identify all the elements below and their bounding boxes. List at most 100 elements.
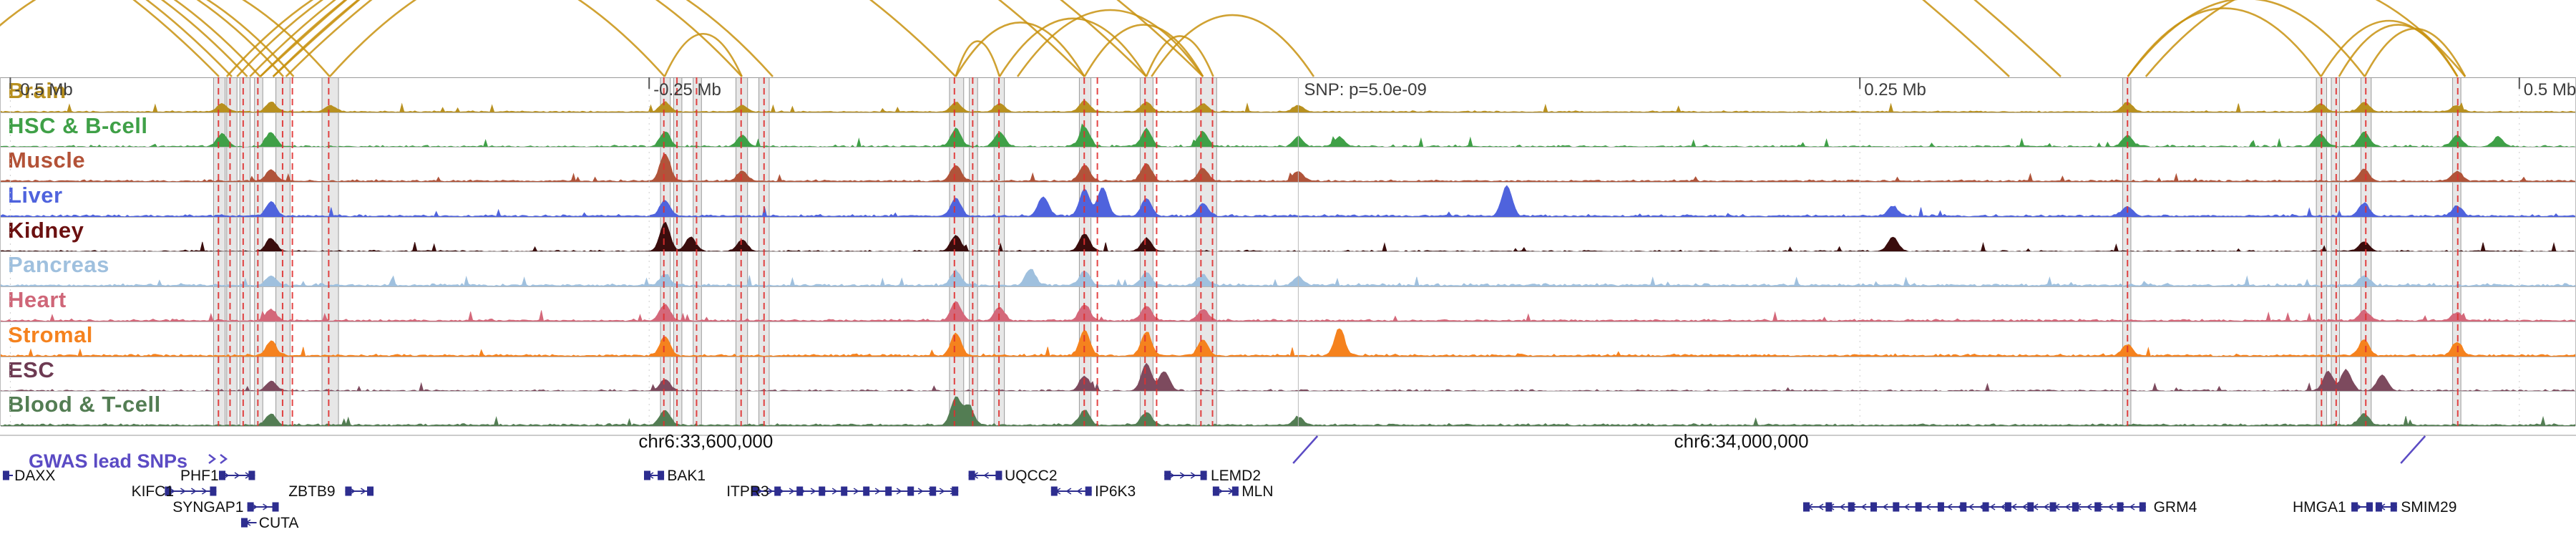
- track-row-blood-tcell[interactable]: Blood & T-cell: [1, 392, 2575, 427]
- gene-hmga1[interactable]: HMGA1: [2293, 499, 2373, 516]
- interaction-arc[interactable]: [0, 0, 284, 77]
- gene-daxx[interactable]: DAXX: [2, 468, 55, 484]
- interaction-arc[interactable]: [2127, 0, 2366, 77]
- track-signal-canvas: [1, 123, 2575, 147]
- gene-label: PHF1: [180, 468, 219, 484]
- signal-path: [1, 221, 2575, 252]
- strand-arrow-icon: [1818, 503, 1824, 511]
- track-signal-canvas: [1, 185, 2575, 217]
- interaction-arc[interactable]: [1083, 24, 1204, 77]
- track-row-stromal[interactable]: Stromal: [1, 322, 2575, 357]
- track-label[interactable]: Pancreas: [8, 252, 109, 278]
- interaction-arc[interactable]: [272, 0, 1147, 77]
- interaction-arc[interactable]: [0, 0, 248, 77]
- gene-kifc1[interactable]: KIFC1: [132, 483, 217, 500]
- gene-phf1[interactable]: PHF1: [180, 468, 255, 484]
- track-row-esc[interactable]: ESC: [1, 357, 2575, 392]
- track-label[interactable]: Kidney: [8, 217, 84, 243]
- track-label[interactable]: HSC & B-cell: [8, 112, 148, 138]
- interaction-arc[interactable]: [1145, 35, 1214, 77]
- gene-bak1[interactable]: BAK1: [644, 468, 706, 484]
- track-row-hsc-bcell[interactable]: HSC & B-cell: [1, 113, 2575, 148]
- interaction-arc[interactable]: [0, 0, 233, 77]
- interaction-arc[interactable]: [0, 0, 261, 77]
- gene-track-canvas: DAXX PHF1 BAK1 UQCC2 LEMD2 KIFC1 ZBTB9 ITPR3 IP6…: [0, 435, 2576, 531]
- exon-box: [1915, 502, 1922, 512]
- gene-smim29[interactable]: SMIM29: [2375, 499, 2457, 516]
- interaction-arc[interactable]: [0, 0, 220, 77]
- track-row-heart[interactable]: Heart: [1, 287, 2575, 322]
- track-row-kidney[interactable]: Kidney: [1, 218, 2575, 253]
- track-label[interactable]: Liver: [8, 183, 63, 208]
- gene-label: SMIM29: [2401, 499, 2457, 516]
- track-label[interactable]: ESC: [8, 357, 55, 382]
- interaction-arc[interactable]: [0, 0, 331, 77]
- gwas-lead-snps-label[interactable]: GWAS lead SNPs: [29, 450, 188, 472]
- gene-label: UQCC2: [1005, 468, 1058, 484]
- strand-arrow-icon: [2000, 503, 2006, 511]
- exon-box: [272, 502, 279, 512]
- interaction-arc[interactable]: [1151, 14, 1315, 77]
- interaction-arc[interactable]: [328, 0, 774, 77]
- gene-uqcc2[interactable]: UQCC2: [968, 468, 1058, 484]
- gene-itpr3[interactable]: ITPR3: [726, 483, 959, 500]
- signal-path: [1, 362, 2575, 392]
- interaction-arc[interactable]: [236, 0, 743, 77]
- gene-syngap1[interactable]: SYNGAP1: [172, 499, 279, 516]
- gene-ip6k3[interactable]: IP6K3: [1050, 483, 1136, 500]
- strand-arrow-icon: [2011, 503, 2017, 511]
- gene-cuta[interactable]: CUTA: [240, 515, 298, 531]
- interaction-arc[interactable]: [2363, 27, 2467, 77]
- track-row-brain[interactable]: Brain: [1, 78, 2575, 113]
- exon-box: [2366, 502, 2373, 512]
- track-label[interactable]: Heart: [8, 287, 67, 313]
- gene-label: BAK1: [667, 468, 706, 484]
- strand-arrow-icon: [190, 488, 197, 495]
- track-label[interactable]: Blood & T-cell: [8, 392, 161, 417]
- interaction-arc[interactable]: [272, 0, 2062, 77]
- track-label[interactable]: Stromal: [8, 321, 93, 347]
- snp-pointer[interactable]: [1292, 435, 1319, 464]
- exon-box: [210, 486, 217, 496]
- track-row-pancreas[interactable]: Pancreas: [1, 252, 2575, 288]
- strand-arrow-icon: [917, 488, 924, 495]
- signal-path: [1, 123, 2575, 147]
- track-label[interactable]: Brain: [8, 78, 67, 103]
- exon-box: [819, 486, 826, 496]
- signal-path: [1, 396, 2575, 426]
- track-signal-canvas: [1, 328, 2575, 357]
- exon-box: [1848, 502, 1855, 512]
- interaction-arc[interactable]: [225, 0, 665, 77]
- track-row-liver[interactable]: Liver: [1, 183, 2575, 218]
- interaction-arc[interactable]: [0, 0, 295, 77]
- gene-lemd2[interactable]: LEMD2: [1164, 468, 1261, 484]
- interaction-arc[interactable]: [1016, 9, 1204, 77]
- interaction-arc[interactable]: [2320, 19, 2459, 77]
- exon-box: [2375, 502, 2382, 512]
- exon-box: [345, 486, 352, 496]
- gene-grm4[interactable]: GRM4: [1803, 499, 2197, 516]
- interaction-arc[interactable]: [285, 0, 1204, 77]
- strand-arrow-icon: [360, 488, 366, 495]
- coordinate-label: chr6:34,000,000: [1674, 430, 1809, 452]
- track-label[interactable]: Muscle: [8, 147, 86, 173]
- exon-box: [240, 518, 248, 528]
- exon-box: [2094, 502, 2102, 512]
- snp-pointer[interactable]: [2400, 435, 2426, 464]
- gene-mln[interactable]: MLN: [1212, 483, 1274, 500]
- interaction-arc[interactable]: [998, 17, 1148, 77]
- exon-box: [2351, 502, 2358, 512]
- gene-zbtb9[interactable]: ZBTB9: [288, 483, 374, 500]
- interaction-arc[interactable]: [955, 40, 1001, 77]
- interaction-arc[interactable]: [663, 33, 743, 77]
- exon-box: [2390, 502, 2397, 512]
- interaction-arc[interactable]: [2338, 24, 2459, 77]
- interaction-arc[interactable]: [2145, 0, 2467, 77]
- interaction-arc[interactable]: [955, 21, 1085, 77]
- interaction-arc-layer: [0, 0, 2467, 77]
- exon-box: [1893, 502, 1900, 512]
- exon-box: [165, 486, 172, 496]
- strand-arrow-icon: [1190, 472, 1196, 479]
- exon-box: [907, 486, 914, 496]
- track-row-muscle[interactable]: Muscle: [1, 147, 2575, 183]
